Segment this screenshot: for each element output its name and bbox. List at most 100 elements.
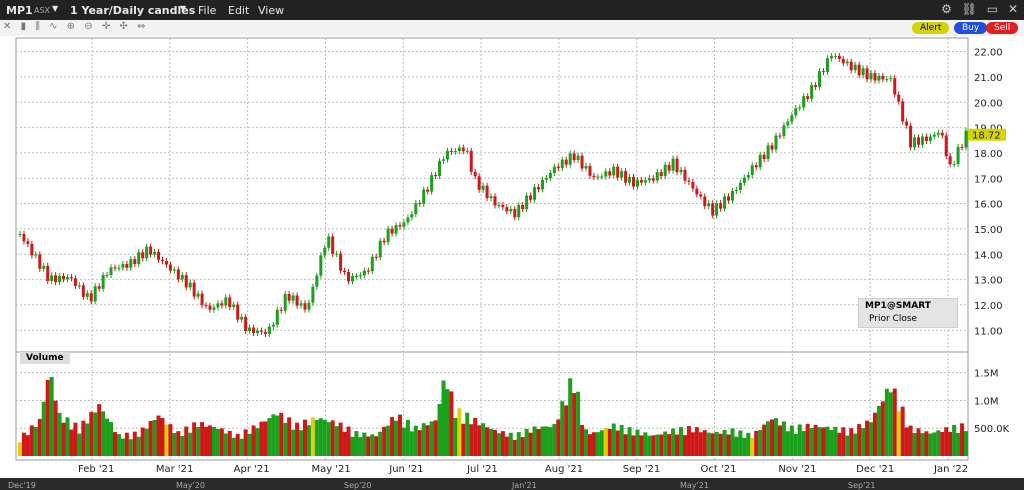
candle-body: [204, 305, 208, 307]
menu-edit[interactable]: Edit: [228, 4, 250, 17]
candle-body: [473, 171, 477, 177]
candle-body: [592, 175, 596, 178]
symbol-dropdown-icon[interactable]: ▼: [52, 4, 59, 13]
zoom-in-icon[interactable]: ⊕: [66, 21, 76, 32]
link-icon[interactable]: ⛓: [961, 2, 977, 16]
volume-bar: [453, 417, 458, 456]
menu-file[interactable]: File: [198, 4, 217, 17]
candle-body: [220, 303, 224, 306]
volume-bar: [572, 393, 577, 456]
candle-body: [188, 282, 192, 288]
volume-bar: [61, 422, 66, 456]
volume-bar: [944, 427, 949, 456]
candle-body: [766, 145, 770, 159]
candle-body: [378, 240, 382, 258]
volume-bar: [520, 437, 525, 456]
menu-view[interactable]: View: [258, 4, 285, 17]
symbol-label[interactable]: MP1: [6, 4, 33, 17]
line-icon[interactable]: ∿: [49, 21, 58, 32]
volume-bar: [180, 436, 185, 456]
candle-body: [113, 267, 117, 269]
minimize-icon[interactable]: ▭: [986, 2, 999, 16]
candle-body: [505, 207, 509, 212]
candle-body: [180, 275, 184, 280]
volume-bar: [702, 430, 707, 456]
fit-icon[interactable]: ⇔: [136, 21, 146, 32]
legend-box[interactable]: MP1@SMART Prior Close: [858, 298, 958, 328]
candle-body: [715, 203, 719, 216]
volume-bar: [279, 412, 284, 456]
volume-bar: [168, 424, 173, 456]
volume-bar: [584, 429, 589, 456]
volume-bar: [247, 433, 252, 456]
candle-body: [160, 259, 164, 262]
pan-icon[interactable]: ✣: [119, 21, 128, 32]
volume-bar: [342, 431, 347, 456]
volume-bar: [429, 421, 434, 456]
candle-body: [671, 158, 675, 171]
candle-body: [679, 169, 683, 173]
candles-icon[interactable]: ⫼: [35, 21, 40, 32]
buy-button[interactable]: Buy: [954, 22, 988, 34]
x-tick-label: Aug '21: [545, 464, 583, 475]
volume-bar: [334, 426, 339, 456]
volume-bar: [386, 425, 391, 456]
volume-bar: [560, 401, 565, 456]
sell-button[interactable]: Sell: [986, 22, 1019, 34]
candle-body: [457, 147, 461, 152]
crosshair-icon[interactable]: ✛: [101, 21, 111, 32]
overview-strip[interactable]: Dec'19 May'20 Sep'20 Jan'21 May'21 Sep'21: [0, 478, 1024, 490]
candle-body: [774, 135, 778, 150]
volume-bar: [275, 415, 280, 456]
volume-bar: [57, 412, 62, 456]
x-tick-label: May '21: [311, 464, 350, 475]
candle-body: [30, 243, 34, 256]
candle-body: [196, 293, 200, 297]
volume-bar: [421, 423, 426, 456]
zoom-out-icon[interactable]: ⊖: [84, 21, 93, 32]
volume-bar: [362, 432, 367, 456]
volume-bar: [156, 415, 161, 456]
period-dropdown-icon[interactable]: ▼: [180, 4, 187, 13]
volume-bar: [750, 438, 755, 456]
candle-body: [366, 270, 370, 272]
candle-body: [216, 303, 220, 308]
candle-body: [707, 203, 711, 207]
bar-chart-icon[interactable]: ▮: [20, 21, 27, 32]
candle-body: [750, 165, 754, 176]
alert-button[interactable]: Alert: [912, 22, 950, 34]
price-chart[interactable]: 22.0021.0020.0019.0018.0017.0016.0015.00…: [0, 36, 1024, 478]
candle-body: [18, 234, 22, 235]
volume-bar: [932, 432, 937, 456]
candle-body: [339, 253, 343, 271]
volume-bar: [682, 435, 687, 456]
candle-body: [513, 209, 517, 218]
volume-bar: [857, 424, 862, 456]
candle-body: [184, 275, 188, 288]
candle-body: [928, 136, 932, 141]
volume-bar: [457, 408, 462, 456]
volume-bar: [576, 391, 581, 456]
candle-body: [208, 305, 212, 310]
candle-body: [172, 269, 176, 271]
volume-bar: [663, 431, 668, 456]
overview-tick-label: May'20: [176, 481, 205, 490]
volume-bar: [263, 421, 268, 456]
gear-icon[interactable]: ⚙: [941, 2, 952, 16]
chart-area[interactable]: 22.0021.0020.0019.0018.0017.0016.0015.00…: [0, 36, 1024, 478]
volume-bar: [354, 431, 359, 456]
candle-body: [442, 159, 446, 161]
volume-bar: [223, 433, 228, 456]
volume-bar: [81, 420, 86, 456]
close-pane-icon[interactable]: ✕: [3, 21, 12, 32]
candle-body: [695, 188, 699, 195]
volume-bar: [548, 427, 553, 456]
candle-body: [944, 135, 948, 157]
close-icon[interactable]: ✕: [1007, 2, 1018, 16]
volume-bar: [667, 434, 672, 456]
period-selector[interactable]: 1 Year/Daily candles: [70, 4, 196, 17]
volume-bar: [738, 430, 743, 456]
candle-body: [560, 159, 564, 169]
volume-bar: [861, 428, 866, 456]
volume-bar: [607, 429, 612, 456]
